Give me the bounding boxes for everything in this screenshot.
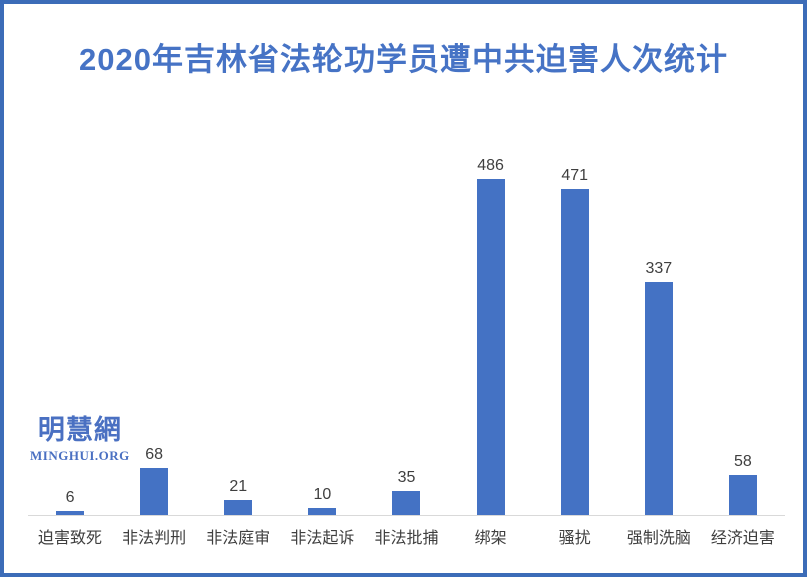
bar (644, 282, 673, 515)
bar (140, 468, 169, 515)
minghui-watermark: 明慧網 MINGHUI.ORG (30, 415, 130, 464)
category-label: 经济迫害 (710, 530, 775, 547)
bar (308, 508, 337, 515)
category-label: 非法判刑 (122, 530, 187, 547)
bar-slot: 58 (701, 154, 785, 515)
bar-value-label: 6 (65, 489, 75, 506)
bar-slot: 337 (617, 154, 701, 515)
category-label: 骚扰 (558, 530, 591, 547)
category-label: 非法庭审 (206, 530, 271, 547)
bar-slot: 21 (196, 154, 280, 515)
bar-slot: 6 (28, 154, 112, 515)
bar (224, 500, 253, 515)
bar-value-label: 35 (397, 469, 416, 486)
category-label: 非法起诉 (290, 530, 355, 547)
bar-value-label: 68 (145, 446, 164, 463)
category-label: 绑架 (474, 530, 507, 547)
bar-value-label: 10 (313, 486, 332, 503)
bar-value-label: 58 (734, 453, 752, 470)
chart-title: 2020年吉林省法轮功学员遭中共迫害人次统计 (79, 42, 728, 77)
bar (728, 475, 757, 515)
bar (56, 511, 85, 515)
bar-slot: 471 (533, 154, 617, 515)
bar (392, 491, 421, 515)
bar-slot: 68 (112, 154, 196, 515)
category-label: 迫害致死 (38, 530, 103, 547)
bar-value-label: 471 (561, 167, 589, 184)
minghui-logo-cjk: 明慧網 (37, 415, 122, 445)
bar (476, 179, 505, 515)
minghui-logo-latin: MINGHUI.ORG (30, 447, 130, 463)
bar-value-label: 21 (229, 478, 248, 495)
plot-area: 6 68 21 10 35 486 471 337 58 (28, 154, 785, 516)
bar (560, 189, 589, 515)
bar-chart: 6 68 21 10 35 486 471 337 58 迫害致死 非法判刑 非法庭审 非法起诉 非法批… (28, 154, 785, 547)
bar-slot: 486 (449, 154, 533, 515)
category-label: 强制洗脑 (626, 530, 691, 547)
bar-slot: 10 (280, 154, 364, 515)
category-label: 非法批捕 (374, 530, 439, 547)
bar-value-label: 337 (645, 260, 673, 277)
bar-slot: 35 (364, 154, 448, 515)
bar-value-label: 486 (477, 157, 504, 174)
category-axis: 迫害致死 非法判刑 非法庭审 非法起诉 非法批捕 绑架 骚扰 强制洗脑 经济迫害 (28, 524, 785, 548)
